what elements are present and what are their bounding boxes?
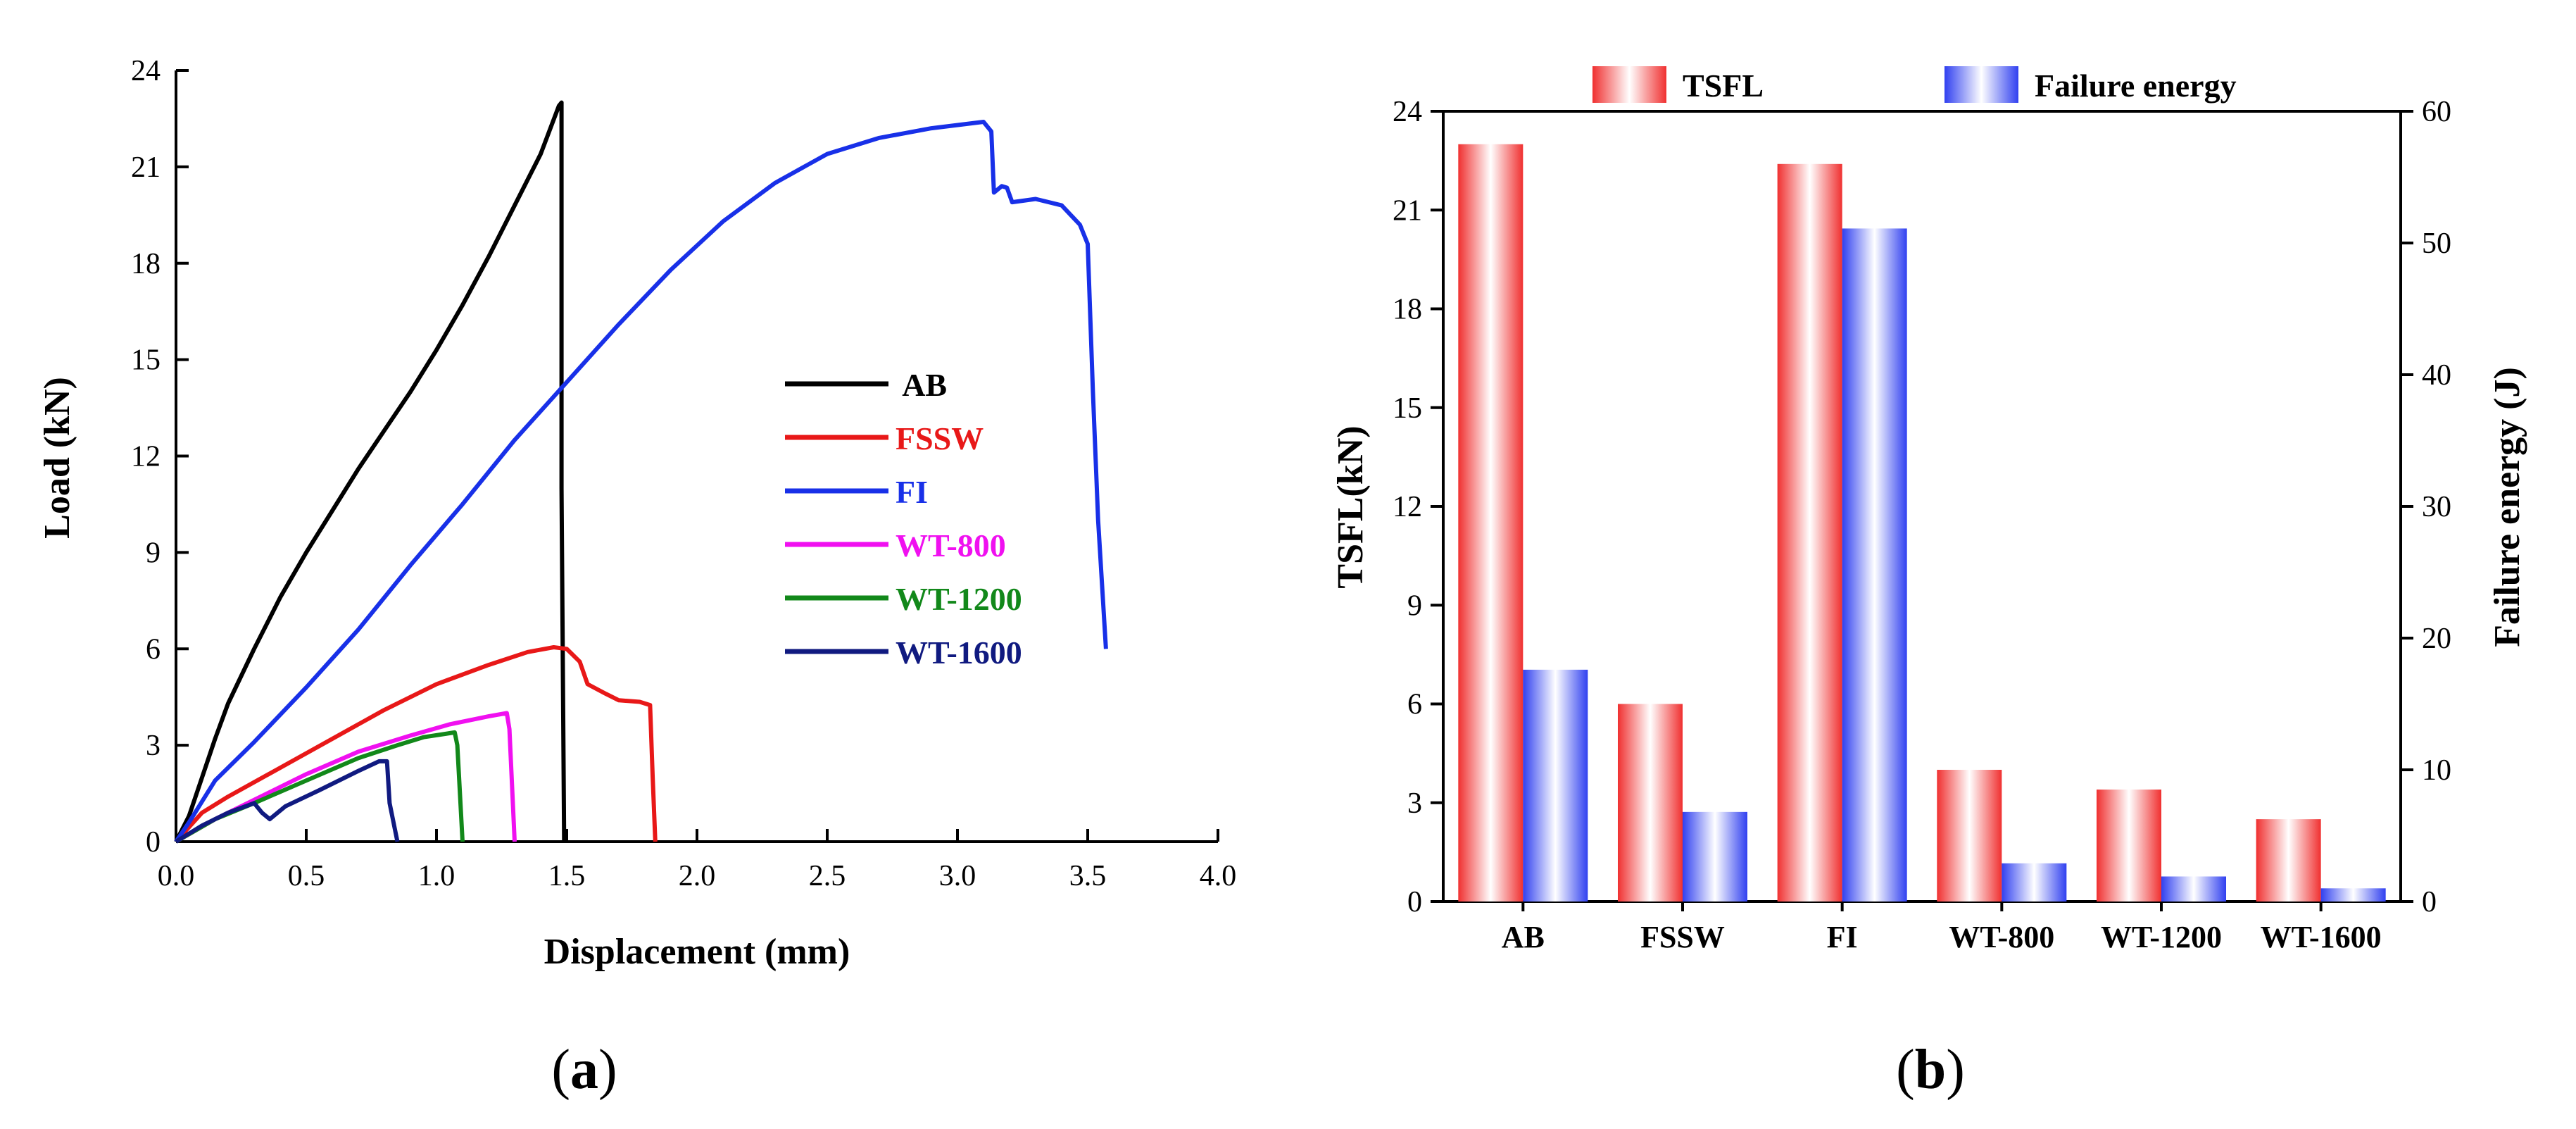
a-x-tick-label: 0.5: [288, 860, 325, 892]
a-y-tick-label: 3: [146, 730, 161, 762]
b-y-tick-label: 21: [1393, 194, 1422, 227]
bar-tsfl-wt-1200: [2097, 790, 2161, 902]
series-line-fi: [174, 120, 1108, 843]
bar-failure-energy-wt-1200: [2161, 876, 2226, 902]
legend-label-fssw: FSSW: [896, 420, 984, 456]
a-x-tick-label: 2.0: [679, 860, 716, 892]
bar-failure-energy-fssw: [1683, 811, 1747, 902]
a-y-tick-label: 15: [131, 344, 161, 377]
bar-tsfl-fssw: [1618, 704, 1683, 902]
category-label-wt-1600: WT-1600: [2261, 920, 2382, 954]
b-y-tick-label: 15: [1393, 392, 1422, 425]
b-y-tick-label: 24: [1393, 96, 1422, 128]
legend-label-tsfl: TSFL: [1683, 68, 1764, 104]
a-x-axis-label: Displacement (mm): [544, 932, 850, 972]
legend-label-failure-energy: Failure energy: [2035, 68, 2237, 104]
category-label-ab: AB: [1502, 920, 1545, 954]
b-y2-tick-label: 10: [2422, 754, 2451, 787]
series-line-wt-1200: [175, 730, 465, 844]
category-label-wt-800: WT-800: [1949, 920, 2054, 954]
b-category-labels: AB FSSW FI WT-800 WT-1200 WT-1600: [1502, 902, 2382, 954]
series-line-wt-1600: [175, 759, 400, 844]
b-y2-axis-label: Failure energy (J): [2487, 367, 2527, 647]
bar-failure-energy-fi: [1842, 228, 1907, 902]
a-x-tick-label: 0.0: [158, 860, 195, 892]
b-legend: TSFL Failure energy: [1592, 66, 2237, 104]
a-x-tick-label: 3.5: [1069, 860, 1107, 892]
a-series-group: [174, 100, 1108, 844]
b-y2-tick-label: 40: [2422, 359, 2451, 392]
a-y-tick-label: 9: [146, 537, 161, 569]
a-x-tick-label: 1.0: [418, 860, 455, 892]
b-y2-tick-label: 0: [2422, 886, 2437, 918]
bar-tsfl-fi: [1777, 163, 1842, 902]
panel-label-b: (b): [1896, 1039, 1965, 1101]
b-y2-tick-label: 30: [2422, 491, 2451, 523]
bar-failure-energy-ab: [1523, 669, 1588, 902]
b-y-tick-label: 12: [1393, 491, 1422, 523]
b-y2-tick-label: 50: [2422, 227, 2451, 260]
bar-failure-energy-wt-800: [2002, 863, 2067, 902]
b-y-tick-label: 6: [1407, 689, 1422, 721]
legend-swatch-tsfl: [1592, 66, 1666, 103]
a-y-tick-label: 0: [146, 826, 161, 859]
b-y-tick-label: 18: [1393, 294, 1422, 326]
a-x-tick-label: 4.0: [1200, 860, 1237, 892]
bar-failure-energy-wt-1600: [2320, 888, 2386, 902]
legend-label-fi: FI: [896, 474, 928, 510]
a-x-ticks: 0.0 0.5 1.0 1.5 2.0 2.5 3.0 3.5 4.0: [158, 829, 1237, 892]
bar-tsfl-ab: [1458, 144, 1523, 902]
legend-swatch-failure-energy: [1944, 66, 2018, 103]
bar-tsfl-wt-1600: [2256, 819, 2321, 902]
b-y-tick-label: 3: [1407, 787, 1422, 820]
a-y-tick-label: 21: [131, 151, 161, 184]
category-label-fi: FI: [1827, 920, 1858, 954]
series-line-ab: [174, 100, 567, 843]
a-y-axis-label: Load (kN): [37, 377, 77, 539]
panel-a-line-chart: 0.0 0.5 1.0 1.5 2.0 2.5 3.0 3.5 4.0 0 3 6 9 12 15 18 21…: [37, 55, 1236, 1101]
panel-b-bar-chart: 0 3 6 9 12 15 18 21 24 0 10 20 30 40 50 60 AB FSSW FI WT-…: [1331, 66, 2527, 1101]
panel-label-a: (a): [551, 1039, 617, 1101]
a-x-tick-label: 3.0: [939, 860, 976, 892]
a-y-tick-label: 12: [131, 441, 161, 473]
b-y-ticks: 0 3 6 9 12 15 18 21 24: [1393, 96, 1443, 918]
legend-label-wt-1200: WT-1200: [896, 581, 1022, 617]
legend-label-wt-800: WT-800: [896, 528, 1006, 563]
b-y2-tick-label: 20: [2422, 623, 2451, 655]
bar-tsfl-wt-800: [1937, 770, 2002, 902]
series-line-fssw: [174, 645, 658, 844]
a-x-tick-label: 1.5: [548, 860, 586, 892]
a-legend: AB FSSW FI WT-800 WT-1200 WT-1600: [785, 367, 1022, 670]
b-y-tick-label: 9: [1407, 590, 1422, 622]
b-y-axis-label: TSFL(kN): [1331, 425, 1371, 588]
b-y2-tick-label: 60: [2422, 96, 2451, 128]
category-label-fssw: FSSW: [1640, 920, 1725, 954]
a-y-ticks: 0 3 6 9 12 15 18 21 24: [131, 55, 189, 859]
b-y-tick-label: 0: [1407, 886, 1422, 918]
a-y-tick-label: 24: [131, 55, 161, 87]
legend-label-wt-1600: WT-1600: [896, 635, 1022, 670]
a-x-tick-label: 2.5: [809, 860, 846, 892]
a-y-tick-label: 6: [146, 633, 161, 666]
legend-label-ab: AB: [896, 367, 947, 403]
category-label-wt-1200: WT-1200: [2101, 920, 2222, 954]
b-bars-group: [1458, 144, 2386, 902]
a-y-tick-label: 18: [131, 248, 161, 280]
b-y2-ticks: 0 10 20 30 40 50 60: [2401, 96, 2451, 918]
